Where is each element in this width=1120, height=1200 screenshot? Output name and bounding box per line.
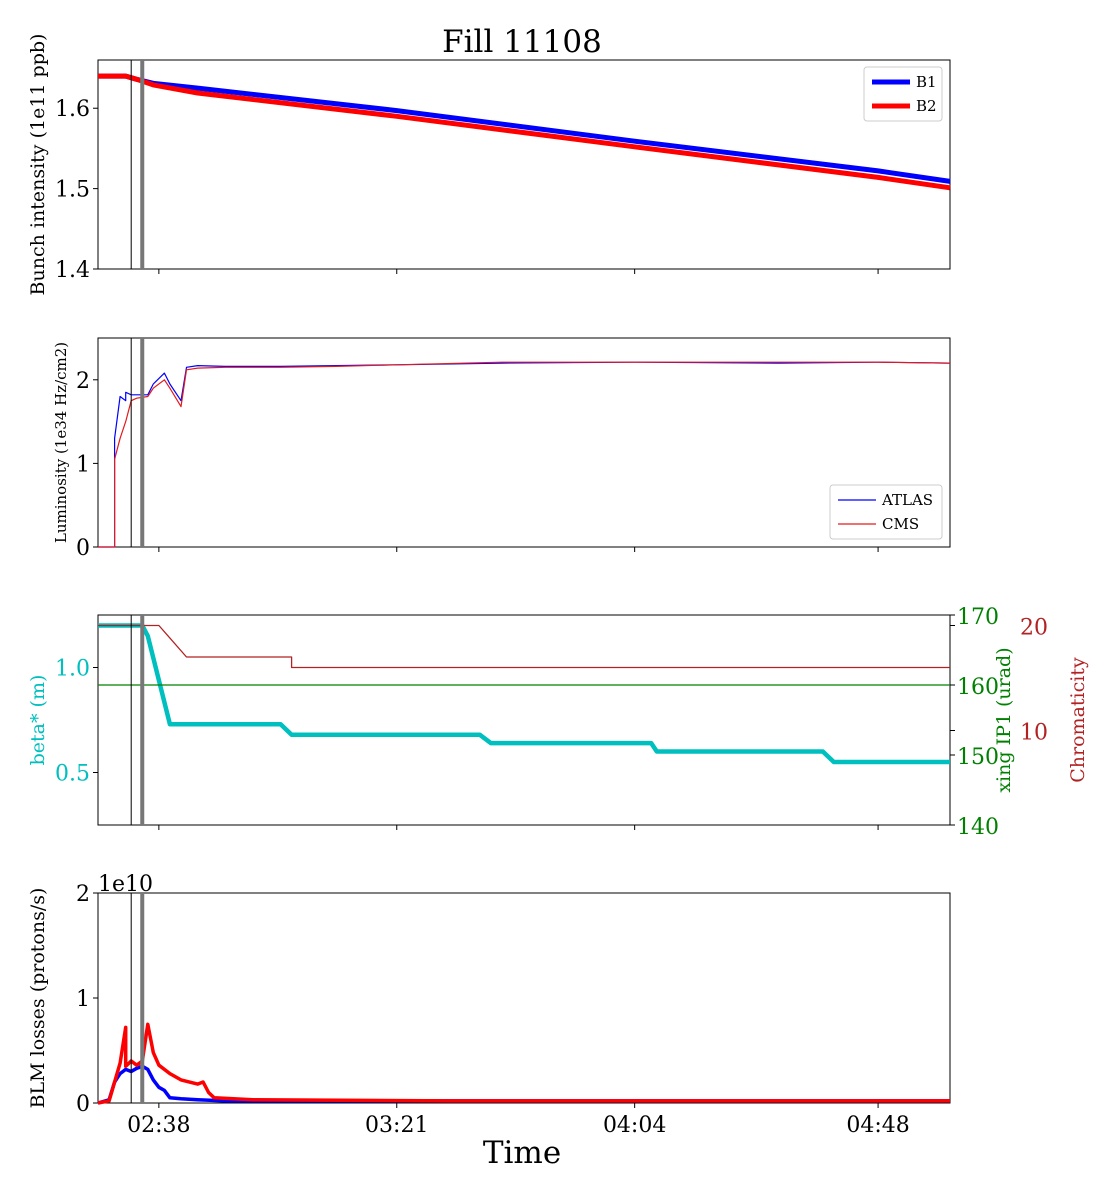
legend-label: CMS — [882, 515, 919, 533]
y-tick-label: 1 — [76, 987, 90, 1012]
series-line — [97, 1022, 950, 1105]
right-y-axis-label: Chromaticity — [1067, 657, 1089, 783]
y-tick-label: 1.6 — [55, 97, 90, 122]
legend-box — [829, 484, 943, 540]
right-y-tick-label: 10 — [1020, 721, 1048, 746]
plot-frame — [97, 337, 951, 548]
series-line — [98, 73, 951, 184]
y-tick-label: 2 — [76, 369, 90, 394]
plot-frame — [97, 614, 951, 826]
panel-1: 1.4 1.5 1.6 Bunch intensity (1e11 ppb) B1 B2 — [27, 34, 951, 296]
y-axis-label: beta* (m) — [27, 675, 49, 766]
right-y-tick-label: 20 — [1020, 616, 1048, 641]
y-tick-label: 2 — [76, 882, 90, 907]
y-axis-label: Bunch intensity (1e11 ppb) — [27, 34, 49, 296]
figure-title: Fill 11108 — [442, 24, 602, 60]
y-tick-label: 1.4 — [55, 258, 90, 283]
plot-frame — [97, 59, 951, 270]
y-axis-label: BLM losses (protons/s) — [27, 888, 49, 1109]
series-line — [97, 1064, 950, 1105]
plot-frame — [97, 892, 951, 1104]
right-y-tick-label: 160 — [957, 675, 999, 700]
right-y-tick-label: 170 — [957, 605, 999, 630]
series-line — [98, 73, 951, 191]
y-tick-label: 0 — [76, 536, 90, 561]
x-tick-label: 02:38 — [127, 1113, 190, 1138]
legend-label: B2 — [916, 97, 937, 115]
series-line — [98, 623, 950, 765]
series-line — [98, 361, 951, 548]
x-tick-label: 04:04 — [603, 1113, 666, 1138]
x-tick-label: 03:21 — [365, 1113, 428, 1138]
series-line — [98, 624, 950, 669]
y-axis-label: Luminosity (1e34 Hz/cm2) — [52, 342, 70, 543]
series-line — [98, 361, 951, 548]
right-y-tick-label: 140 — [957, 815, 999, 840]
y-tick-label: 0 — [76, 1092, 90, 1117]
panel-2: 0 1 2 Luminosity (1e34 Hz/cm2) ATLAS CMS — [52, 337, 951, 561]
panel-4: 02:38 03:21 04:04 04:48 0 1 2 BLM losses (proto… — [27, 872, 951, 1138]
legend-label: ATLAS — [881, 491, 933, 509]
y-tick-label: 1 — [76, 452, 90, 477]
right-y-axis-label: xing IP1 (urad) — [993, 647, 1015, 792]
y-tick-label: 1.0 — [55, 657, 90, 682]
x-tick-label: 04:48 — [846, 1113, 909, 1138]
y-offset-text: 1e10 — [98, 872, 153, 897]
legend-label: B1 — [916, 73, 937, 91]
y-tick-label: 1.5 — [55, 178, 90, 203]
y-tick-label: 0.5 — [55, 762, 90, 787]
right-y-tick-label: 150 — [957, 745, 999, 770]
panel-3: 0.5 1.0 beta* (m) 140 150 160 170 xing IP1 (ura… — [27, 605, 1089, 840]
x-axis-label: Time — [483, 1135, 561, 1171]
